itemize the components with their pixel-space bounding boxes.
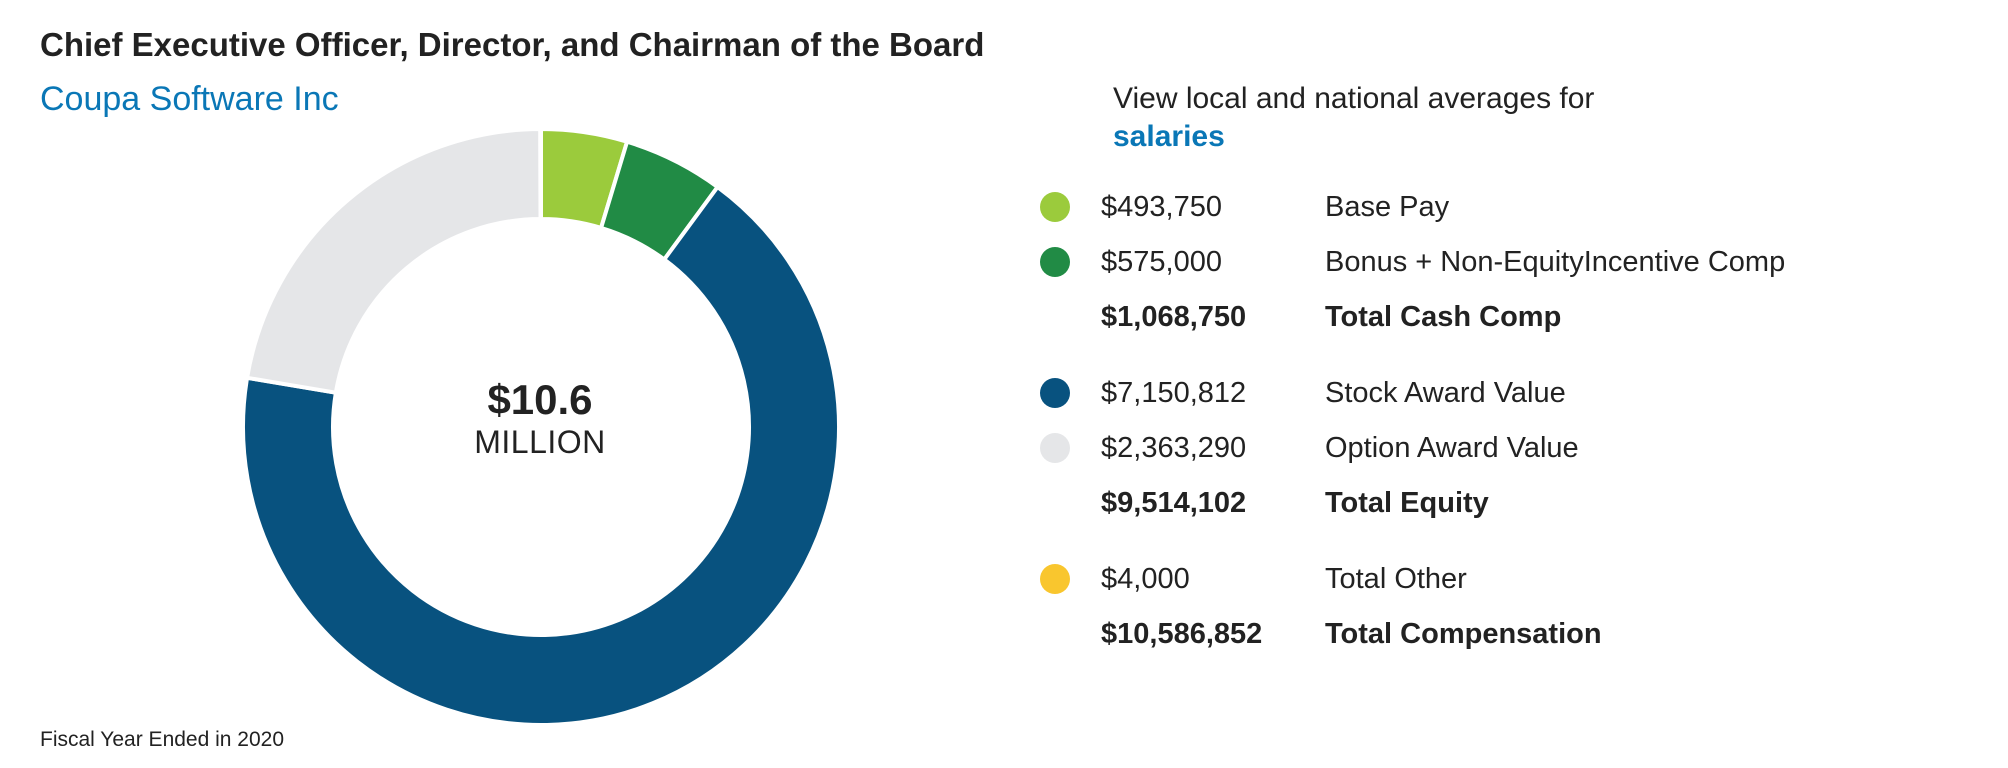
legend-amount: $7,150,812: [1101, 376, 1247, 409]
company-link[interactable]: Coupa Software Inc: [40, 80, 339, 118]
legend-amount: $9,514,102: [1101, 486, 1247, 519]
legend-amount: $10,586,852: [1101, 617, 1263, 650]
legend-label: Base Pay: [1325, 190, 1450, 223]
total-compensation-unit: MILLION: [474, 424, 606, 460]
legend-row: $7,150,812 Stock Award Value: [1040, 373, 1566, 413]
donut-slice-total-other: [538, 126, 543, 222]
legend-label: Bonus + Non-EquityIncentive Comp: [1325, 245, 1786, 278]
donut-slice-stock-award-value: [241, 184, 841, 727]
legend-amount: $575,000: [1101, 245, 1222, 278]
legend-row: $9,514,102 Total Equity: [1040, 483, 1489, 523]
legend-label: Total Other: [1325, 562, 1467, 595]
donut-slice-option-award-value: [244, 126, 543, 395]
legend-amount: $1,068,750: [1101, 300, 1247, 333]
legend-amount: $2,363,290: [1101, 431, 1247, 464]
page-title: Chief Executive Officer, Director, and C…: [40, 26, 985, 63]
legend-dot-icon: [1040, 378, 1070, 408]
legend-row: $2,363,290 Option Award Value: [1040, 428, 1579, 468]
legend-dot-icon: [1040, 247, 1070, 277]
averages-text: View local and national averages for: [1113, 82, 1595, 115]
legend-row: $10,586,852 Total Compensation: [1040, 614, 1602, 654]
total-compensation-value: $10.6: [487, 376, 593, 423]
legend-label: Total Cash Comp: [1325, 300, 1562, 333]
legend-row: $1,068,750 Total Cash Comp: [1040, 297, 1561, 337]
averages-prompt: View local and national averages for sal…: [1113, 80, 1594, 156]
legend-amount: $493,750: [1101, 190, 1222, 223]
legend-label: Total Equity: [1325, 486, 1489, 519]
legend-row: $493,750 Base Pay: [1040, 187, 1449, 227]
legend-label: Total Compensation: [1325, 617, 1602, 650]
legend-dot-icon: [1040, 192, 1070, 222]
legend-label: Option Award Value: [1325, 431, 1579, 464]
legend-label: Stock Award Value: [1325, 376, 1566, 409]
fiscal-year-note: Fiscal Year Ended in 2020: [40, 728, 285, 751]
legend-dot-icon: [1040, 564, 1070, 594]
legend-row: $575,000 Bonus + Non-EquityIncentive Comp: [1040, 242, 1785, 282]
salaries-link[interactable]: salaries: [1113, 120, 1225, 153]
legend-dot-icon: [1040, 433, 1070, 463]
compensation-donut-chart: [241, 126, 841, 727]
legend-amount: $4,000: [1101, 562, 1190, 595]
legend-row: $4,000 Total Other: [1040, 559, 1467, 599]
